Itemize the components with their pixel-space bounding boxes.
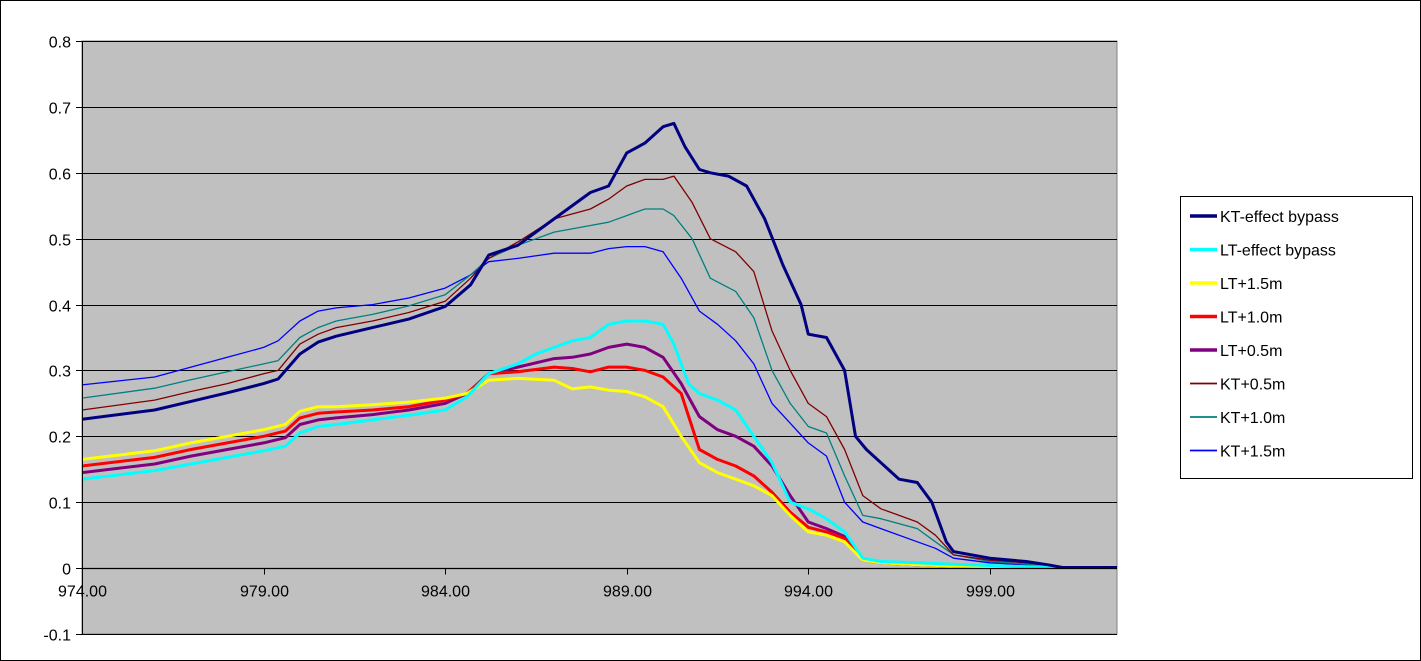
series-line-7 bbox=[82, 208, 1117, 569]
y-tick-label: -0.1 bbox=[43, 628, 71, 645]
legend-label: LT-effect bypass bbox=[1220, 243, 1336, 260]
x-tick-labels: 974.00 979.00 984.00 989.00 994.00 999.00 bbox=[58, 584, 1015, 601]
x-tick-label: 989.00 bbox=[603, 584, 652, 601]
y-tick-label: 0.2 bbox=[49, 430, 71, 447]
legend-label: KT+1.0m bbox=[1220, 410, 1285, 427]
legend-label: KT+0.5m bbox=[1220, 377, 1285, 394]
legend: KT-effect bypass LT-effect bypass LT+1.5m L… bbox=[1180, 196, 1413, 479]
x-tick-label: 984.00 bbox=[421, 584, 470, 601]
y-tick-label: 0.8 bbox=[49, 35, 71, 52]
axes bbox=[76, 41, 1117, 635]
plot-area bbox=[81, 40, 1118, 635]
y-tick-labels: -0.1 0 0.1 0.2 0.3 0.4 0.5 0.6 0.7 0.8 bbox=[43, 35, 71, 645]
y-tick-label: 0.5 bbox=[49, 233, 71, 250]
y-tick-label: 0.4 bbox=[49, 299, 71, 316]
series-lines bbox=[82, 121, 1117, 569]
legend-label: KT+1.5m bbox=[1220, 444, 1285, 461]
y-tick-label: 0.7 bbox=[49, 101, 71, 118]
x-tick-label: 979.00 bbox=[240, 584, 289, 601]
x-tick-label: 999.00 bbox=[966, 584, 1015, 601]
legend-label: KT-effect bypass bbox=[1220, 209, 1339, 226]
legend-label: LT+1.0m bbox=[1220, 310, 1282, 327]
y-tick-label: 0.6 bbox=[49, 167, 71, 184]
series-line-6 bbox=[82, 175, 1117, 569]
series-line-1 bbox=[82, 121, 1117, 569]
y-tick-label: 0.1 bbox=[49, 496, 71, 513]
legend-box bbox=[1180, 196, 1413, 479]
x-tick-label: 994.00 bbox=[784, 584, 833, 601]
series-line-2 bbox=[82, 319, 1117, 569]
series-line-8 bbox=[82, 245, 1117, 569]
x-tick-label: 974.00 bbox=[58, 584, 107, 601]
legend-label: LT+1.5m bbox=[1220, 276, 1282, 293]
y-tick-label: 0.3 bbox=[49, 364, 71, 381]
legend-label: LT+0.5m bbox=[1220, 343, 1282, 360]
series-line-3 bbox=[82, 376, 1117, 569]
plot-background bbox=[81, 40, 1118, 635]
y-tick-label: 0 bbox=[62, 562, 71, 579]
